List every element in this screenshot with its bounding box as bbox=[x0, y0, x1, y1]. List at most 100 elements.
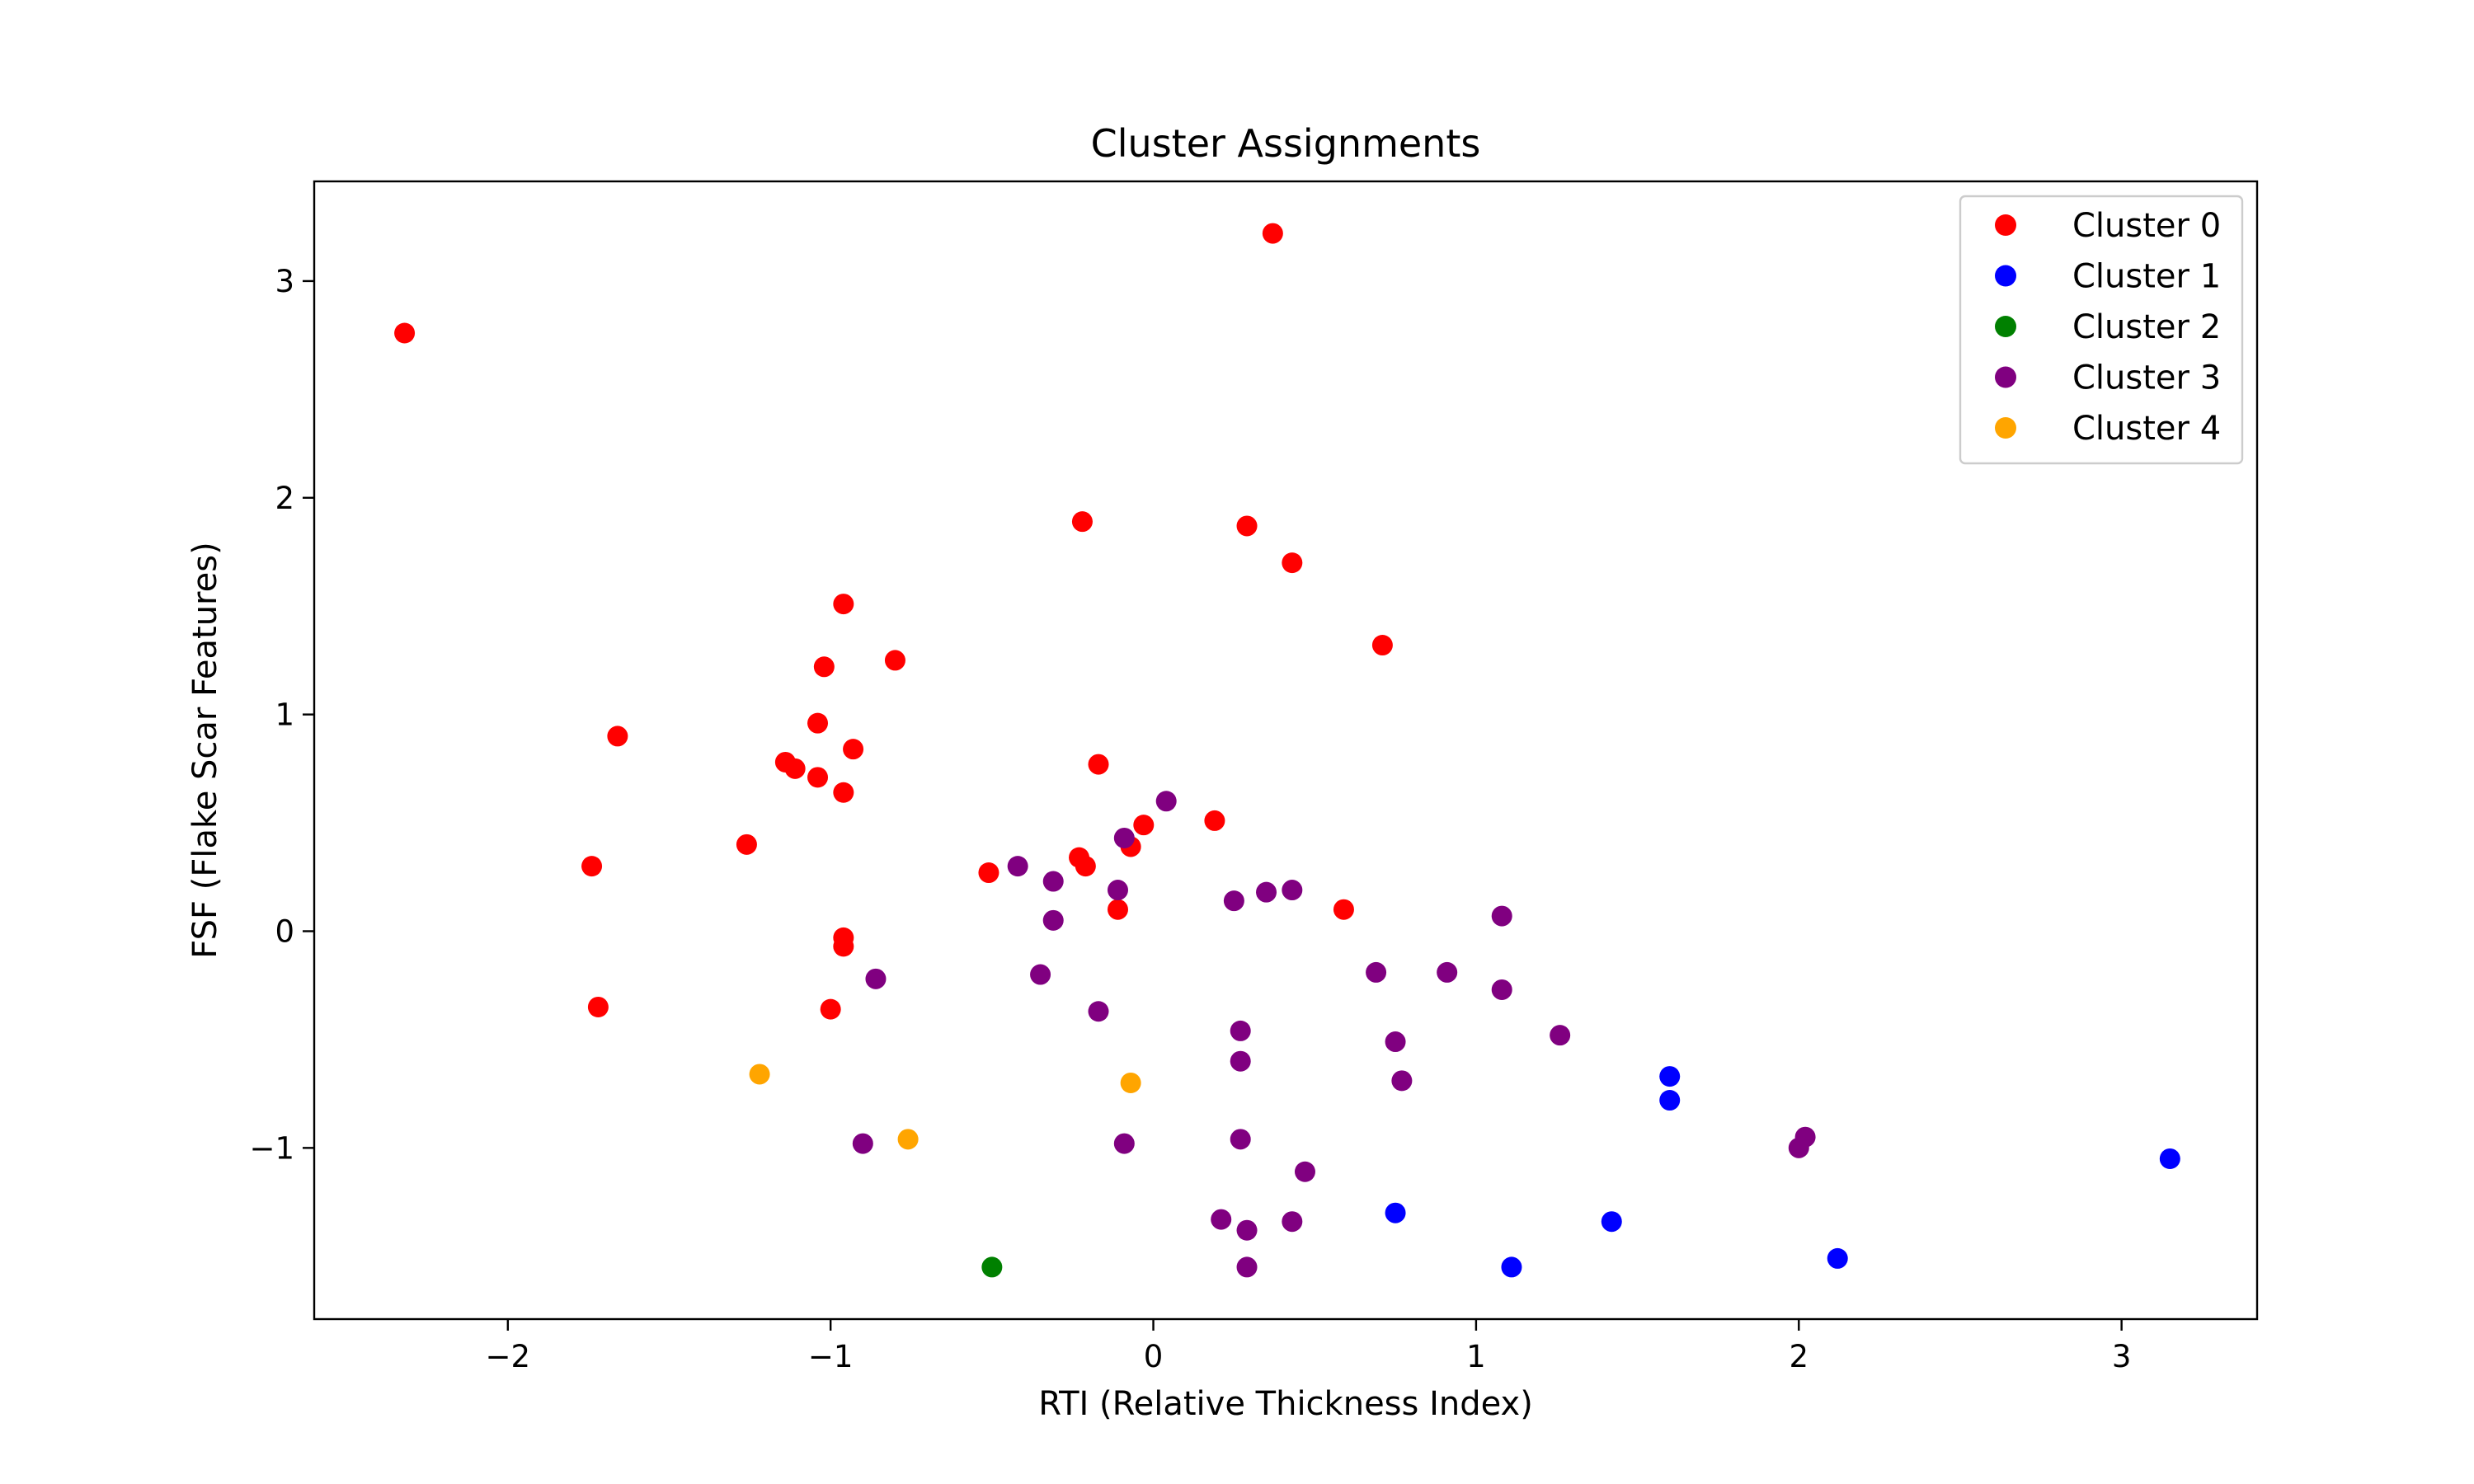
data-point bbox=[1223, 890, 1244, 912]
data-point bbox=[1659, 1066, 1681, 1087]
data-point bbox=[1236, 515, 1258, 537]
data-point bbox=[1133, 815, 1155, 836]
data-point bbox=[1366, 961, 1387, 983]
data-point bbox=[807, 712, 829, 734]
data-point bbox=[1550, 1025, 1571, 1046]
x-tick-label: 0 bbox=[1144, 1339, 1164, 1374]
data-point bbox=[981, 1256, 1003, 1278]
data-point bbox=[1230, 1020, 1251, 1041]
x-tick-label: 3 bbox=[2112, 1339, 2132, 1374]
data-point bbox=[1030, 964, 1051, 985]
legend: Cluster 0 Cluster 1 Cluster 2 Cluster 3 Clus… bbox=[1959, 195, 2244, 465]
data-point bbox=[1262, 223, 1283, 244]
data-point bbox=[1042, 909, 1064, 931]
chart-title: Cluster Assignments bbox=[1091, 121, 1481, 166]
data-point bbox=[607, 726, 628, 747]
legend-label: Cluster 1 bbox=[2072, 258, 2221, 296]
series-cluster-2 bbox=[981, 1256, 1003, 1278]
data-point bbox=[813, 656, 835, 678]
x-tick-label: −2 bbox=[486, 1339, 531, 1374]
data-point bbox=[1120, 1072, 1141, 1093]
data-point bbox=[581, 856, 603, 877]
data-point bbox=[833, 594, 854, 615]
legend-label: Cluster 0 bbox=[2072, 207, 2221, 245]
data-point bbox=[1827, 1247, 1848, 1269]
data-point bbox=[884, 650, 905, 671]
data-point bbox=[2159, 1148, 2180, 1169]
data-point bbox=[1236, 1219, 1258, 1241]
data-point bbox=[865, 968, 887, 989]
data-point bbox=[1113, 827, 1135, 848]
y-axis-label: FSF (Flake Scar Features) bbox=[186, 542, 224, 958]
data-point bbox=[749, 1064, 770, 1085]
data-point bbox=[1088, 1001, 1109, 1022]
data-point bbox=[1491, 905, 1512, 927]
data-point bbox=[1659, 1090, 1681, 1111]
y-tick-label: −1 bbox=[249, 1130, 294, 1166]
legend-marker bbox=[1995, 366, 2016, 388]
data-point bbox=[978, 862, 999, 884]
data-point bbox=[1385, 1202, 1406, 1223]
data-point bbox=[1071, 511, 1093, 533]
legend-entries: Cluster 0 Cluster 1 Cluster 2 Cluster 3 Clus… bbox=[1995, 207, 2221, 448]
data-point bbox=[784, 758, 806, 779]
data-point bbox=[1107, 899, 1128, 920]
series-cluster-3 bbox=[852, 791, 1816, 1278]
data-point bbox=[820, 998, 841, 1020]
data-point bbox=[1391, 1070, 1413, 1092]
y-tick-label: 3 bbox=[275, 264, 294, 299]
data-point bbox=[833, 782, 854, 803]
series-cluster-0 bbox=[394, 223, 1393, 1020]
legend-marker bbox=[1995, 214, 2016, 236]
data-point bbox=[1282, 880, 1303, 901]
data-point bbox=[1230, 1129, 1251, 1150]
plot-area bbox=[314, 181, 2257, 1319]
legend-marker bbox=[1995, 265, 2016, 287]
data-points bbox=[394, 223, 2180, 1278]
data-point bbox=[1371, 635, 1393, 656]
data-point bbox=[1333, 899, 1354, 920]
data-point bbox=[1385, 1031, 1406, 1053]
data-point bbox=[1282, 1211, 1303, 1233]
data-point bbox=[1211, 1209, 1232, 1230]
data-point bbox=[587, 996, 609, 1017]
series-cluster-4 bbox=[749, 1064, 1141, 1150]
plot-frame bbox=[313, 180, 2259, 1321]
data-point bbox=[1075, 856, 1096, 877]
data-point bbox=[1107, 880, 1128, 901]
x-tick-label: −1 bbox=[808, 1339, 854, 1374]
data-point bbox=[1236, 1256, 1258, 1278]
data-point bbox=[852, 1133, 873, 1154]
x-axis-label: RTI (Relative Thickness Index) bbox=[1038, 1385, 1533, 1423]
data-point bbox=[1601, 1211, 1622, 1233]
data-point bbox=[1088, 754, 1109, 775]
data-point bbox=[1788, 1137, 1809, 1158]
data-point bbox=[843, 739, 864, 760]
y-tick-label: 0 bbox=[275, 913, 294, 949]
legend-box bbox=[1959, 195, 2244, 465]
data-point bbox=[1256, 881, 1277, 903]
data-point bbox=[1282, 552, 1303, 574]
legend-label: Cluster 2 bbox=[2072, 308, 2221, 346]
data-point bbox=[1042, 871, 1064, 892]
data-point bbox=[394, 322, 416, 344]
data-point bbox=[1437, 961, 1458, 983]
x-tick-label: 1 bbox=[1466, 1339, 1486, 1374]
legend-marker bbox=[1995, 417, 2016, 439]
x-tick-label: 2 bbox=[1789, 1339, 1808, 1374]
axis-ticks: −2 −1 0 1 2 3 −1 0 1 2 3 bbox=[249, 264, 2131, 1374]
data-point bbox=[897, 1129, 919, 1150]
data-point bbox=[736, 834, 757, 855]
data-point bbox=[1113, 1133, 1135, 1154]
data-point bbox=[1491, 979, 1512, 1000]
series-cluster-1 bbox=[1385, 1066, 2180, 1278]
legend-label: Cluster 4 bbox=[2072, 410, 2221, 448]
y-tick-label: 2 bbox=[275, 481, 294, 516]
data-point bbox=[1155, 791, 1177, 812]
data-point bbox=[807, 767, 829, 788]
data-point bbox=[1294, 1161, 1315, 1182]
data-point bbox=[1501, 1256, 1522, 1278]
data-point bbox=[1230, 1050, 1251, 1072]
data-point bbox=[1204, 810, 1225, 831]
